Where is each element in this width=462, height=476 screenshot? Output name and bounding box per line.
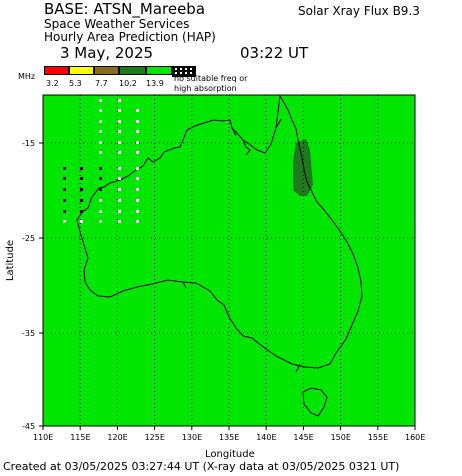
created-timestamp: Created at 03/05/2025 03:27:44 UT (X-ray…	[3, 460, 400, 473]
no-frequency-dot	[99, 151, 102, 154]
no-frequency-dot	[118, 177, 121, 180]
no-frequency-dot	[99, 99, 102, 102]
no-frequency-dot	[99, 130, 102, 133]
no-frequency-dot	[99, 167, 102, 170]
no-frequency-dot	[118, 188, 121, 191]
legend-value-3: 10.2	[119, 79, 137, 88]
no-frequency-dot	[80, 167, 83, 170]
no-frequency-dot	[136, 109, 139, 112]
x-axis-label: Longitude	[205, 449, 255, 460]
legend-unit: MHz	[18, 72, 36, 81]
legend-value-1: 5.3	[69, 79, 82, 88]
no-frequency-dot	[99, 177, 102, 180]
no-frequency-dot	[136, 167, 139, 170]
legend-value-0: 3.2	[46, 79, 59, 88]
no-frequency-dot	[80, 220, 83, 223]
no-frequency-dot	[63, 199, 66, 202]
lon-tick-label: 115E	[70, 433, 91, 442]
coastal-detail	[182, 118, 301, 373]
dot-pattern-icon	[175, 68, 192, 74]
no-frequency-dot	[99, 120, 102, 123]
no-frequency-dot	[136, 177, 139, 180]
no-frequency-dot	[136, 199, 139, 202]
no-frequency-dot	[63, 220, 66, 223]
legend-swatch-3	[119, 66, 146, 75]
no-frequency-dots	[63, 99, 139, 223]
axis-ticks	[39, 142, 416, 430]
service-name: Space Weather Services	[44, 17, 190, 31]
legend-note-line1: no suitable freq or	[174, 74, 248, 83]
no-frequency-dot	[63, 167, 66, 170]
no-frequency-dot	[136, 188, 139, 191]
no-frequency-dot	[63, 188, 66, 191]
legend-value-4: 13.9	[146, 79, 164, 88]
forecast-date: 3 May, 2025	[60, 44, 154, 62]
australia-coastline	[76, 94, 363, 369]
no-frequency-dot	[118, 199, 121, 202]
lon-tick-label: 130E	[181, 433, 203, 442]
lon-tick-label: 120E	[107, 433, 128, 442]
lon-tick-label: 135E	[219, 433, 240, 442]
lat-tick-25: -25	[22, 234, 36, 243]
lon-tick-label: 125E	[144, 433, 165, 442]
no-frequency-dot	[136, 210, 139, 213]
no-frequency-dot	[99, 141, 102, 144]
no-frequency-dot	[136, 220, 139, 223]
no-frequency-dot	[80, 177, 83, 180]
legend-swatch-2	[94, 66, 119, 75]
no-frequency-dot	[136, 130, 139, 133]
map-area	[42, 94, 416, 427]
no-frequency-dot	[118, 109, 121, 112]
product-name: Hourly Area Prediction (HAP)	[44, 30, 216, 44]
lon-tick-label: 140E	[256, 433, 277, 442]
no-frequency-swatch	[172, 66, 196, 77]
legend-swatch-1	[69, 66, 94, 75]
forecast-time: 03:22 UT	[240, 44, 309, 62]
lat-tick-35: -35	[22, 329, 36, 338]
no-frequency-dot	[80, 210, 83, 213]
lon-tick-label: 160E	[405, 433, 426, 442]
lon-tick-label: 150E	[330, 433, 351, 442]
no-frequency-dot	[63, 177, 66, 180]
no-frequency-dot	[118, 167, 121, 170]
no-frequency-dot	[136, 151, 139, 154]
legend-swatch-0	[44, 66, 69, 75]
no-frequency-dot	[99, 109, 102, 112]
no-frequency-dot	[63, 210, 66, 213]
no-frequency-dot	[118, 141, 121, 144]
legend-note-line2: high absorption	[174, 84, 237, 93]
no-frequency-dot	[118, 130, 121, 133]
lon-tick-label: 145E	[293, 433, 314, 442]
legend-swatch-4	[146, 66, 172, 75]
lon-tick-label: 110E	[33, 433, 54, 442]
lat-tick-45: -45	[22, 422, 36, 431]
no-frequency-dot	[80, 188, 83, 191]
no-frequency-dot	[99, 220, 102, 223]
legend-value-2: 7.7	[95, 79, 108, 88]
no-frequency-dot	[99, 188, 102, 191]
no-frequency-dot	[118, 220, 121, 223]
no-frequency-dot	[99, 199, 102, 202]
no-frequency-dot	[118, 120, 121, 123]
no-frequency-dot	[136, 120, 139, 123]
solar-xray-flux: Solar Xray Flux B9.3	[298, 4, 420, 18]
no-frequency-dot	[136, 141, 139, 144]
lat-tick-15: -15	[22, 139, 36, 148]
y-axis-label: Latitude	[5, 239, 17, 282]
base-station-title: BASE: ATSN_Mareeba	[44, 0, 206, 18]
no-frequency-dot	[118, 151, 121, 154]
no-frequency-dot	[118, 99, 121, 102]
no-frequency-dot	[99, 210, 102, 213]
lon-tick-label: 155E	[367, 433, 389, 442]
no-frequency-dot	[80, 199, 83, 202]
tasmania-outline	[302, 387, 328, 417]
no-frequency-dot	[118, 210, 121, 213]
